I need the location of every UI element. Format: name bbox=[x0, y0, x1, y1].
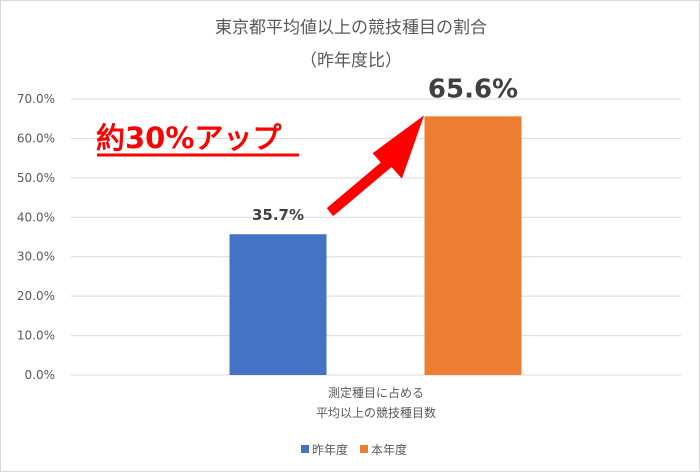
chart-subtitle: （昨年度比） bbox=[300, 51, 402, 71]
annotation-text: 約30%アップ bbox=[96, 121, 282, 155]
legend-swatch bbox=[360, 445, 368, 453]
legend-swatch bbox=[301, 445, 309, 453]
chart-title: 東京都平均値以上の競技種目の割合 bbox=[215, 18, 487, 38]
y-tick-label: 30.0% bbox=[17, 250, 55, 264]
category-label-line2: 平均以上の競技種目数 bbox=[316, 405, 436, 420]
y-tick-label: 60.0% bbox=[17, 131, 55, 145]
legend: 昨年度 本年度 bbox=[301, 442, 407, 457]
y-tick-label: 40.0% bbox=[17, 210, 55, 224]
bars bbox=[229, 116, 522, 375]
y-tick-label: 50.0% bbox=[17, 171, 55, 185]
y-tick-label: 0.0% bbox=[25, 368, 56, 382]
data-label: 35.7% bbox=[252, 206, 304, 224]
bar-previous-year bbox=[229, 234, 327, 375]
data-labels: 35.7% 65.6% bbox=[252, 74, 518, 224]
y-axis-ticks: 0.0% 10.0% 20.0% 30.0% 40.0% 50.0% 60.0% 70.0% bbox=[17, 92, 55, 382]
category-label-line1: 測定種目に占める bbox=[328, 385, 424, 400]
legend-label: 本年度 bbox=[371, 442, 407, 457]
y-tick-label: 20.0% bbox=[17, 289, 55, 303]
y-tick-label: 70.0% bbox=[17, 92, 55, 106]
increase-arrow-icon bbox=[326, 115, 425, 216]
y-tick-label: 10.0% bbox=[17, 329, 55, 343]
data-label: 65.6% bbox=[428, 74, 518, 104]
bar-current-year bbox=[424, 116, 522, 375]
legend-label: 昨年度 bbox=[312, 442, 348, 457]
